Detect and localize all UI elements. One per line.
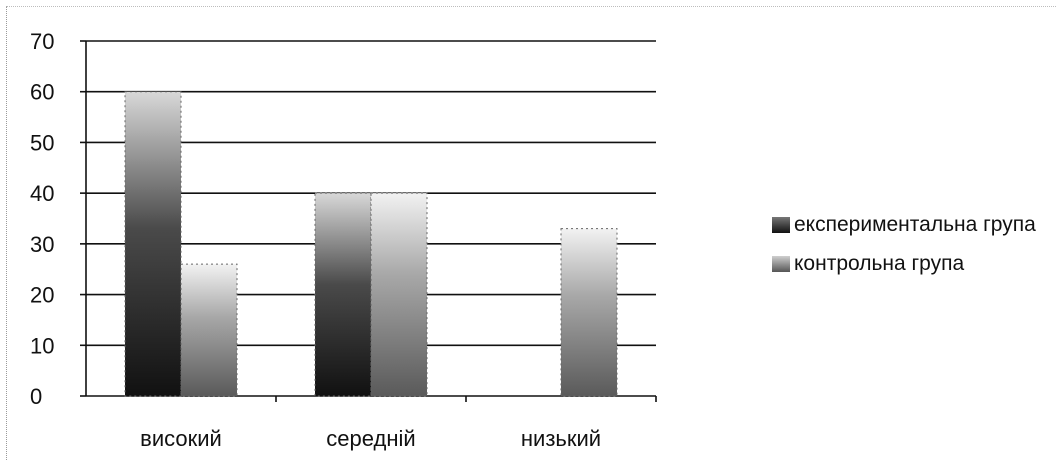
y-tick-label-30: 30 [30,232,54,257]
bar-experimental-0 [124,91,182,397]
bar-control-1 [370,192,428,397]
y-tick-label-20: 20 [30,283,54,308]
y-tick-label-70: 70 [30,29,54,54]
y-tick-label-10: 10 [30,333,54,358]
legend-swatch-control [772,256,790,272]
bar-control-0 [180,263,238,397]
x-category-label-1: середній [326,426,415,451]
bars [124,91,618,397]
legend-item-control: контрольна група [772,249,1052,278]
legend-item-experimental: експериментальна група [772,210,1052,239]
x-category-label-2: низький [521,426,601,451]
axis-labels: 0 10 20 30 40 50 60 70 високий середній низький [30,29,601,451]
y-tick-label-0: 0 [30,384,42,409]
y-tick-label-40: 40 [30,181,54,206]
chart-frame [6,6,1056,460]
y-tick-label-50: 50 [30,130,54,155]
legend-label-experimental: експериментальна група [794,213,1036,236]
legend-label-control: контрольна група [794,252,965,275]
bar-experimental-1 [314,192,372,397]
y-tick-label-60: 60 [30,80,54,105]
legend: експериментальна група контрольна група [772,210,1052,288]
bar-control-2 [560,228,618,397]
legend-swatch-experimental [772,217,790,233]
x-category-label-0: високий [140,426,222,451]
